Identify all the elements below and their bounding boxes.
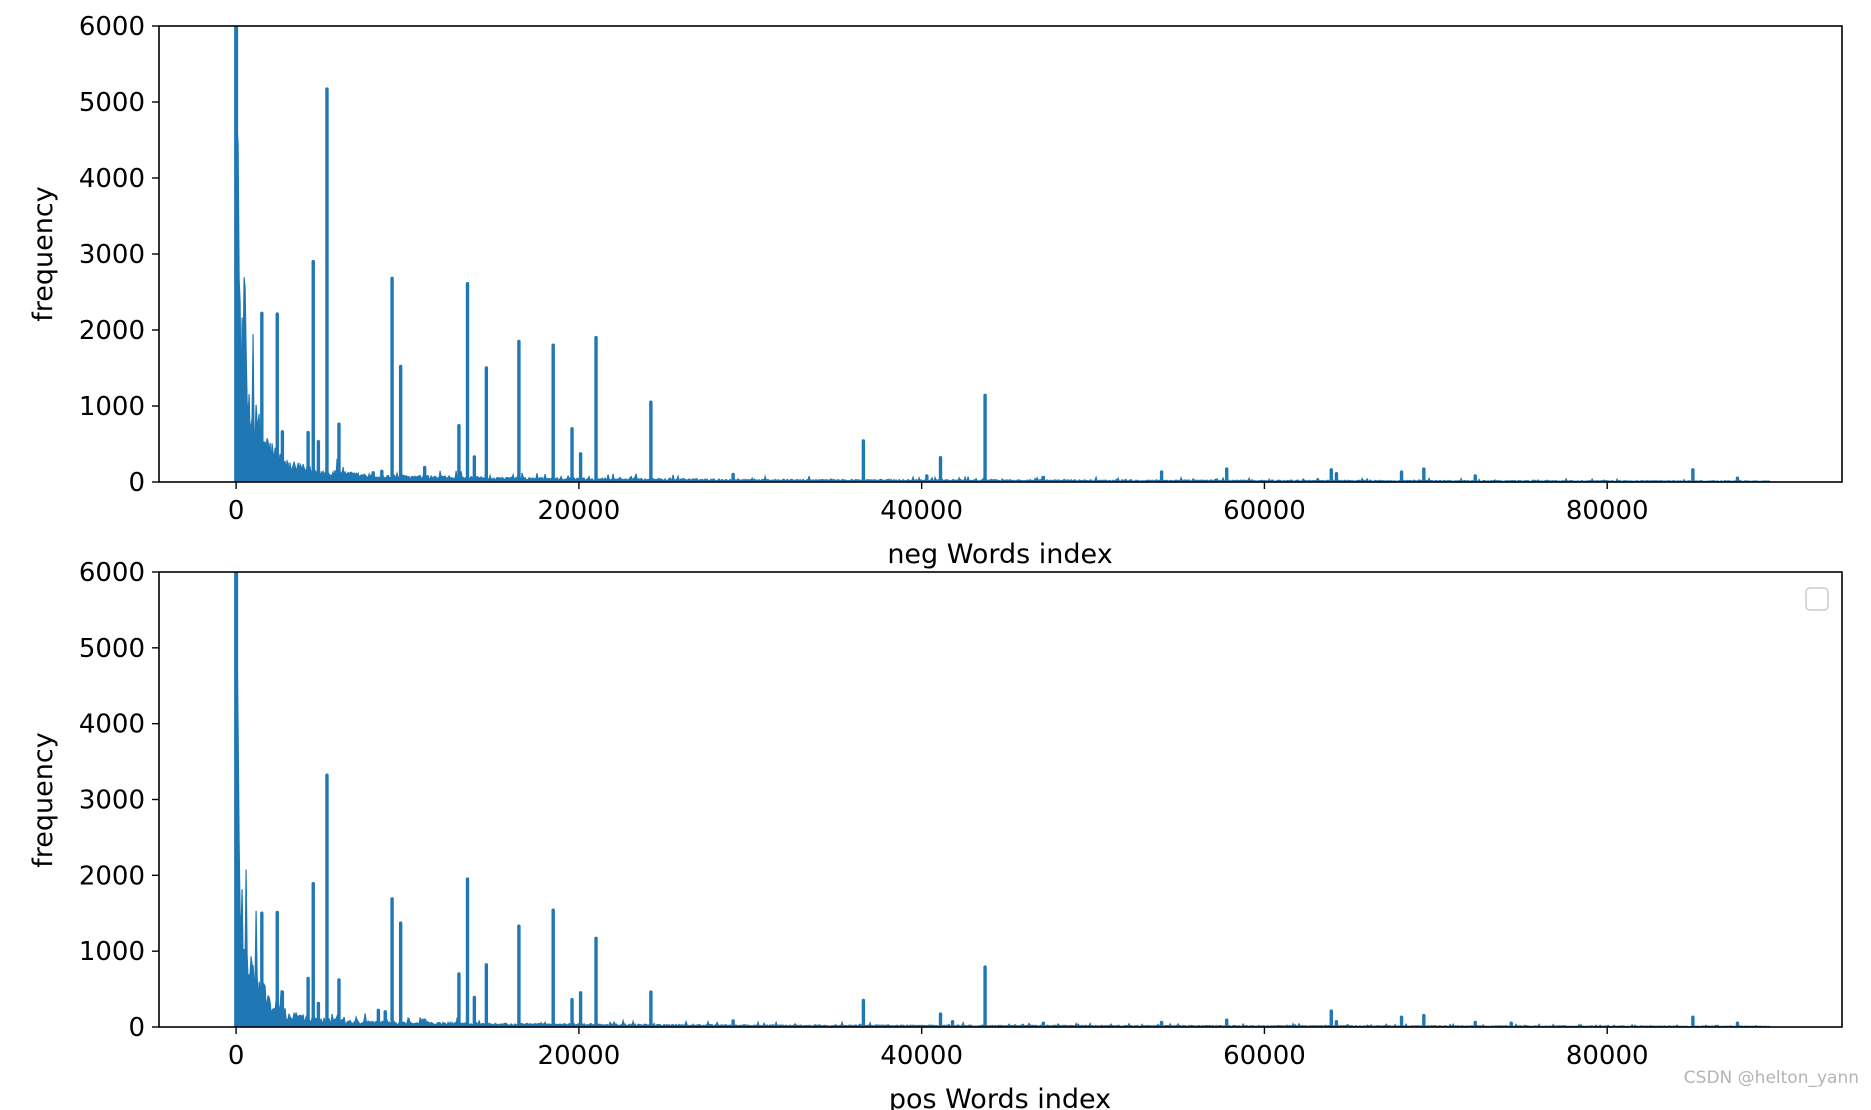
pos-y-tick-label: 6000 [79, 558, 145, 588]
pos-x-tick-label: 20000 [538, 1041, 621, 1071]
neg-frequency-series [234, 26, 1771, 482]
pos-x-tick-label: 40000 [880, 1041, 963, 1071]
pos-x-tick-label: 0 [228, 1041, 245, 1071]
pos-words-subplot: 0 20000 40000 60000 80000 0 1000 2000 3000 4000 50… [28, 558, 1843, 1110]
neg-y-tick-label: 2000 [79, 316, 145, 346]
neg-x-tick-label: 20000 [538, 496, 621, 526]
watermark: CSDN @helton_yann [1683, 1068, 1859, 1088]
pos-y-tick-label: 2000 [79, 861, 145, 891]
pos-y-axis-label: frequency [28, 732, 59, 867]
legend-box [1805, 587, 1829, 611]
neg-x-tick-label: 40000 [880, 496, 963, 526]
neg-y-tick-label: 6000 [79, 12, 145, 42]
neg-x-tick-label: 60000 [1223, 496, 1306, 526]
neg-y-tick-label: 5000 [79, 88, 145, 118]
pos-y-tick-label: 0 [128, 1013, 145, 1043]
pos-axis-ticks: 0 20000 40000 60000 80000 0 1000 2000 3000 4000 50… [79, 558, 1649, 1071]
neg-y-tick-label: 3000 [79, 240, 145, 270]
pos-x-tick-label: 80000 [1566, 1041, 1649, 1071]
neg-y-tick-label: 1000 [79, 392, 145, 422]
neg-baseline-area [235, 128, 1771, 482]
pos-y-tick-label: 3000 [79, 786, 145, 816]
neg-y-tick-label: 4000 [79, 164, 145, 194]
neg-x-tick-label: 80000 [1566, 496, 1649, 526]
pos-baseline-area [235, 572, 1772, 1027]
neg-x-axis-label: neg Words index [887, 539, 1112, 570]
pos-y-tick-label: 1000 [79, 937, 145, 967]
pos-x-axis-label: pos Words index [889, 1084, 1111, 1110]
pos-frequency-series [234, 572, 1772, 1027]
neg-words-subplot: 0 20000 40000 60000 80000 0 1000 2000 3000 4000 50… [28, 12, 1843, 570]
pos-x-tick-label: 60000 [1223, 1041, 1306, 1071]
neg-y-axis-label: frequency [28, 186, 59, 321]
neg-x-tick-label: 0 [228, 496, 245, 526]
pos-y-tick-label: 5000 [79, 634, 145, 664]
neg-y-tick-label: 0 [128, 468, 145, 498]
pos-y-tick-label: 4000 [79, 710, 145, 740]
neg-axis-ticks: 0 20000 40000 60000 80000 0 1000 2000 3000 4000 50… [79, 12, 1649, 526]
